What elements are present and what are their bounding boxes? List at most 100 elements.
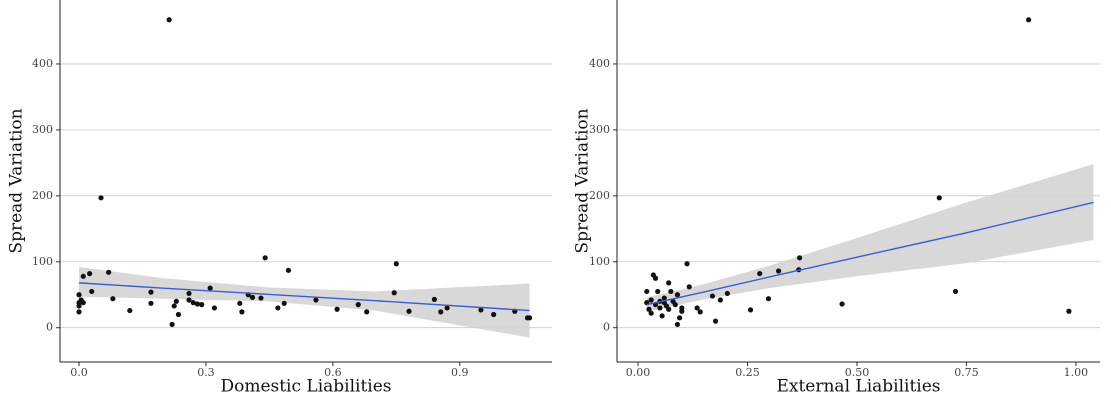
point	[775, 268, 782, 274]
point	[80, 300, 86, 306]
x-tick-label: 0.75	[954, 366, 979, 379]
point	[171, 303, 177, 309]
point	[262, 255, 268, 261]
point	[431, 296, 437, 302]
x-axis-label: External Liabilities	[776, 377, 940, 397]
point	[173, 298, 179, 304]
y-tick-label: 200	[32, 189, 53, 202]
point	[76, 309, 82, 315]
point	[148, 300, 154, 306]
y-tick-label: 300	[32, 123, 53, 136]
point	[674, 292, 681, 298]
point	[211, 305, 218, 311]
x-tick-label: 0.3	[197, 366, 215, 379]
x-tick-label: 0.50	[845, 366, 870, 379]
y-tick-label: 0	[46, 321, 53, 334]
point	[194, 301, 201, 307]
point	[406, 308, 412, 314]
point	[646, 306, 652, 312]
point	[110, 296, 116, 302]
point	[684, 261, 690, 267]
point	[747, 307, 754, 313]
fit-line	[78, 282, 530, 312]
point	[87, 271, 93, 277]
x-tick-label: 0.00	[626, 366, 651, 379]
point	[797, 255, 803, 261]
point	[186, 297, 192, 303]
x-tick-label: 0.6	[324, 366, 342, 379]
point	[186, 290, 192, 297]
point	[438, 309, 444, 315]
point	[712, 318, 719, 324]
x-axis-label: Domestic Liabilities	[220, 377, 391, 397]
point	[478, 307, 484, 313]
y-axis-label: Spread Variation	[573, 108, 593, 253]
point	[686, 284, 692, 290]
point	[239, 309, 245, 315]
point	[666, 280, 672, 286]
point	[175, 311, 182, 318]
y-tick-label: 400	[589, 57, 610, 70]
point	[757, 271, 763, 277]
point	[724, 290, 730, 297]
y-tick-label: 100	[589, 255, 610, 268]
point	[106, 269, 112, 275]
point	[80, 273, 86, 279]
point	[709, 293, 716, 299]
point	[98, 195, 104, 201]
point	[659, 313, 665, 319]
point	[839, 301, 845, 307]
point	[313, 297, 319, 303]
point	[127, 307, 133, 314]
point	[491, 311, 497, 318]
point	[697, 309, 703, 315]
point	[285, 267, 292, 273]
point	[648, 297, 654, 303]
point	[644, 288, 650, 295]
point	[281, 300, 287, 306]
point	[166, 17, 172, 23]
point	[237, 300, 243, 306]
point	[364, 309, 370, 315]
point	[717, 297, 723, 303]
point	[334, 306, 340, 312]
y-tick-label: 400	[32, 57, 53, 70]
point	[674, 321, 681, 328]
point	[652, 275, 659, 281]
point	[190, 300, 196, 306]
point	[275, 305, 281, 311]
point	[76, 292, 82, 298]
point	[444, 305, 450, 311]
y-tick-label: 100	[32, 255, 53, 268]
y-axis-label: Spread Variation	[7, 108, 27, 253]
point	[765, 296, 772, 302]
point	[677, 315, 683, 321]
point	[655, 288, 661, 295]
point	[249, 294, 256, 300]
fit-line	[646, 201, 1094, 306]
y-tick-label: 300	[589, 123, 610, 136]
point	[355, 302, 361, 308]
point	[148, 289, 154, 295]
point	[672, 302, 678, 308]
point	[89, 288, 95, 295]
point	[936, 195, 942, 201]
y-tick-label: 0	[603, 321, 610, 334]
x-tick-label: 1.00	[1064, 366, 1089, 379]
point	[169, 321, 175, 328]
point	[526, 315, 533, 321]
point	[207, 285, 213, 291]
point	[661, 295, 667, 301]
point	[648, 310, 654, 316]
point	[657, 305, 663, 311]
y-tick-label: 200	[589, 189, 610, 202]
point	[391, 290, 397, 296]
point	[258, 295, 264, 301]
point	[393, 261, 399, 267]
confidence-band	[79, 267, 530, 338]
point	[1066, 308, 1072, 314]
point	[679, 305, 685, 311]
x-tick-label: 0.25	[735, 366, 760, 379]
point	[952, 288, 959, 295]
